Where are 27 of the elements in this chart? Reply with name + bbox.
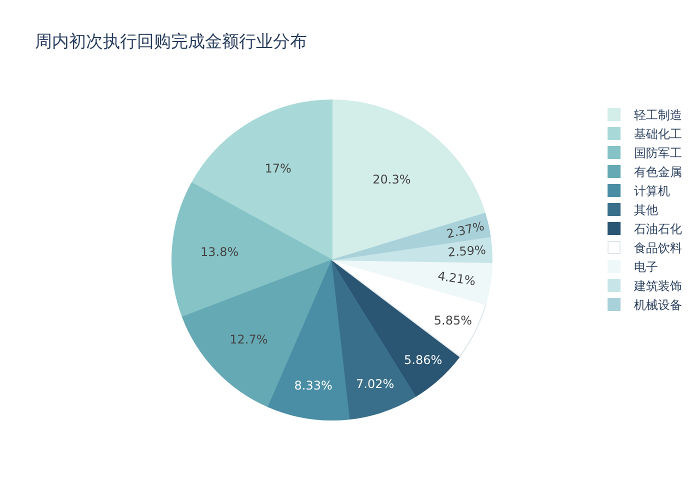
data-label: 5.86% <box>404 352 442 367</box>
pie-slice <box>182 260 332 408</box>
legend-label: 建筑装饰 <box>633 279 682 294</box>
pie-slice <box>268 260 351 420</box>
data-label: 7.02% <box>356 377 394 392</box>
legend-label: 电子 <box>634 260 658 274</box>
data-label: 4.21% <box>436 268 477 288</box>
data-label: 2.59% <box>447 242 486 260</box>
pie-slice <box>332 260 492 305</box>
data-label: 17% <box>264 162 292 176</box>
legend-label: 其他 <box>634 203 658 218</box>
data-label: 5.85% <box>434 314 472 328</box>
legend-label: 计算机 <box>634 184 670 198</box>
data-label: 8.33% <box>294 378 332 393</box>
data-label: 2.37% <box>445 218 486 242</box>
chart-title: 周内初次执行回购完成金额行业分布 <box>35 32 307 52</box>
data-label: 20.3% <box>372 172 411 186</box>
data-label: 12.7% <box>230 332 268 347</box>
legend-label: 基础化工 <box>634 127 682 142</box>
legend-label: 石油石化 <box>634 222 682 236</box>
pie-slice <box>172 182 332 318</box>
data-label: 13.8% <box>200 245 239 260</box>
legend-label: 机械设备 <box>634 298 682 312</box>
legend-label: 国防军工 <box>634 146 682 160</box>
legend-label: 轻工制造 <box>634 108 682 122</box>
legend-label: 食品饮料 <box>634 241 682 256</box>
legend-label: 有色金属 <box>634 165 682 180</box>
